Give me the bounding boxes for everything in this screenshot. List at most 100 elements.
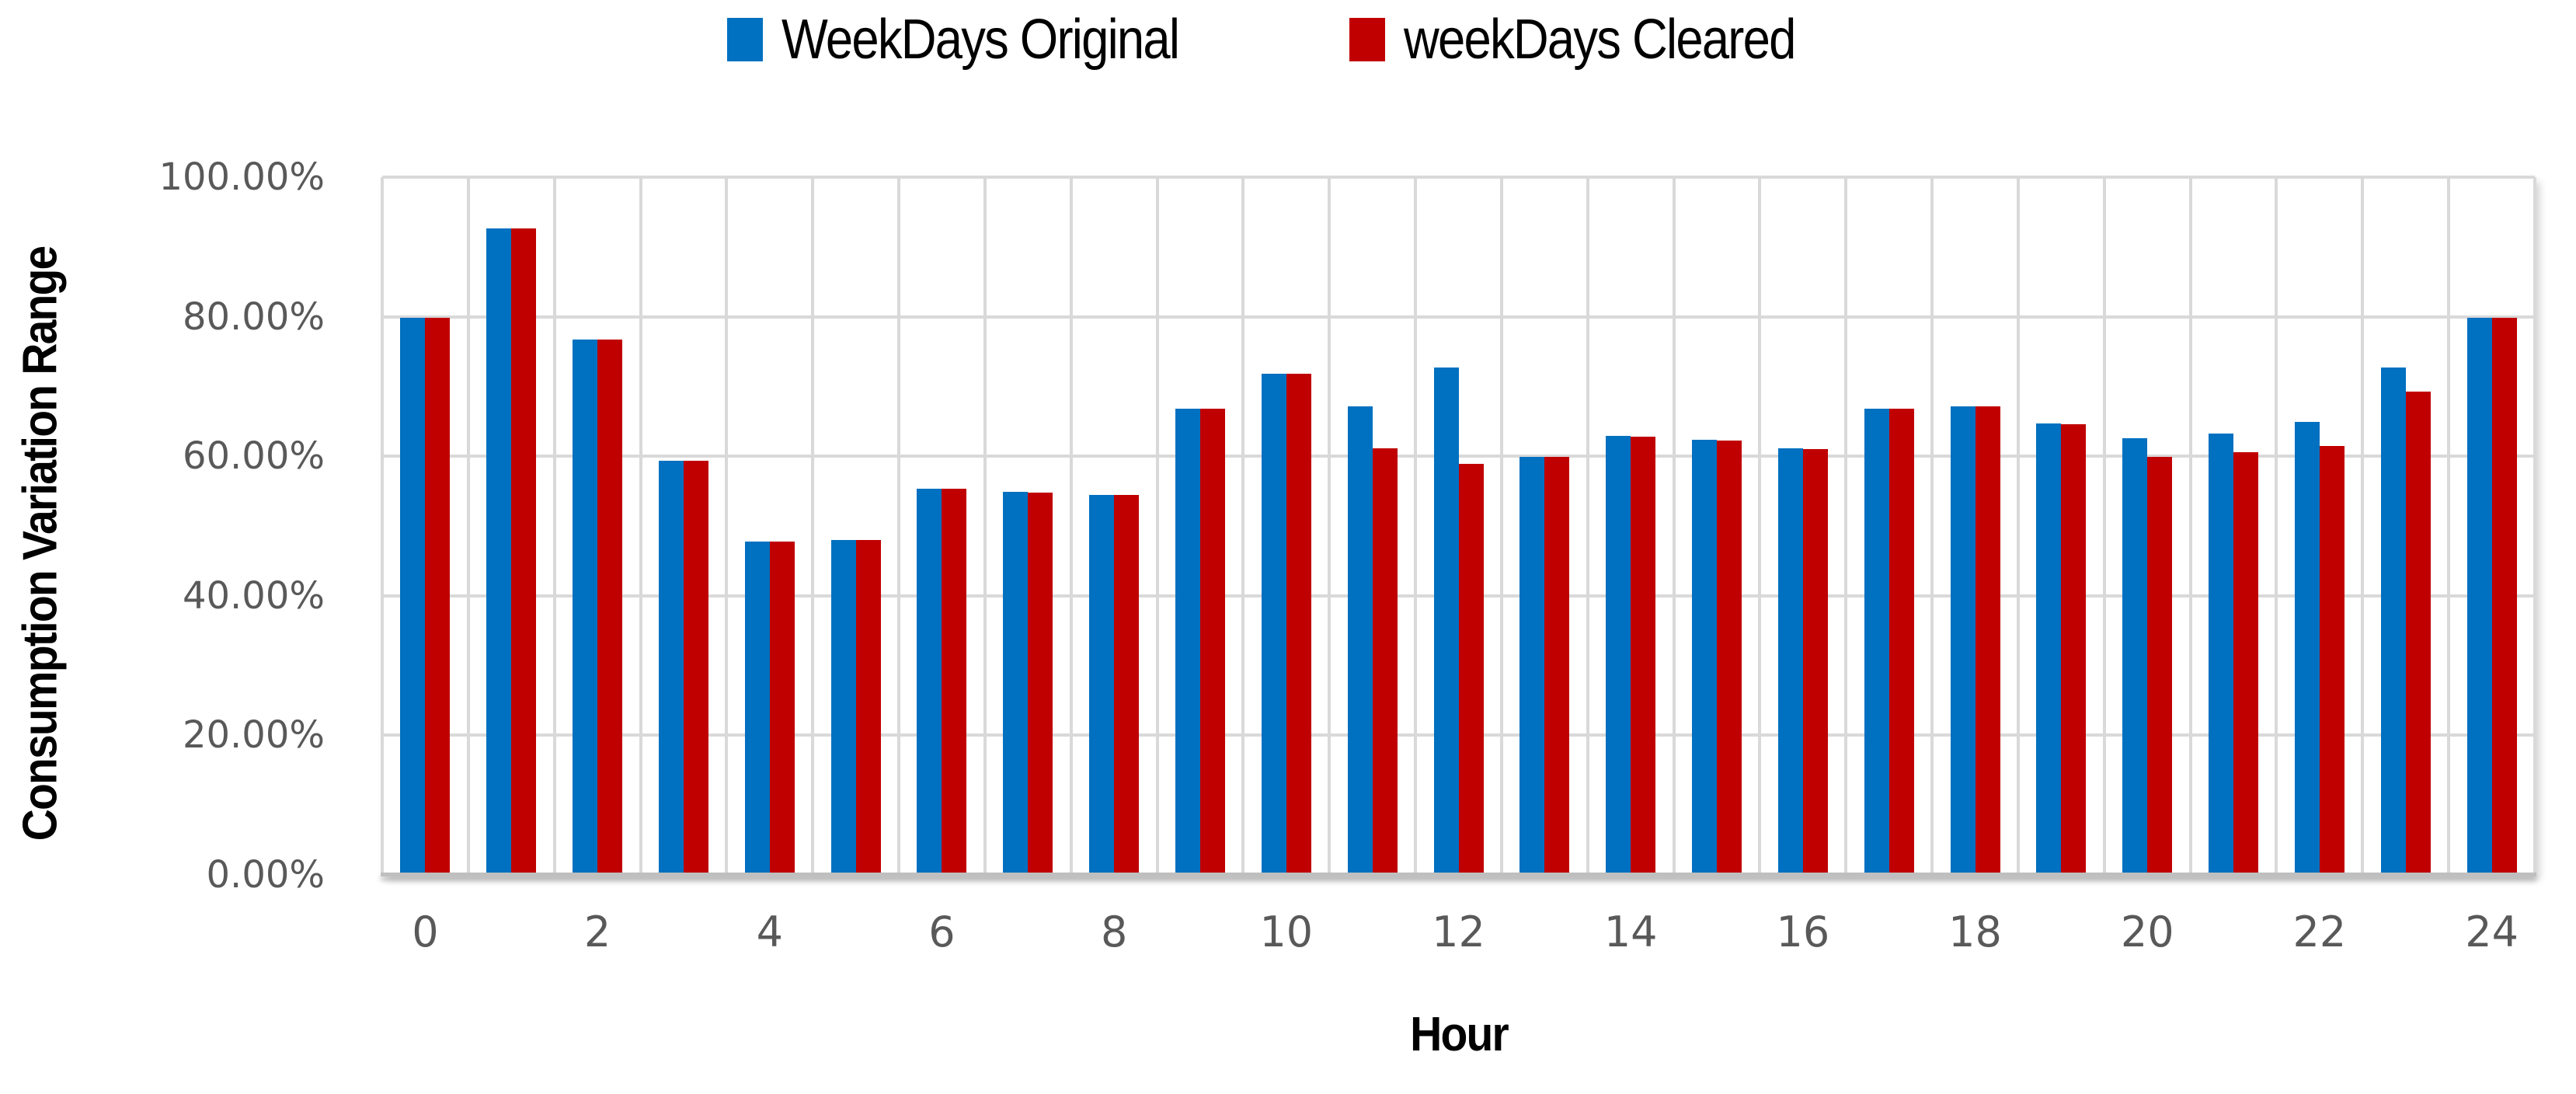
bar-weekdays-original-hour-3 [658,460,684,875]
gridline-vertical-12 [1414,177,1418,875]
bar-weekdays-original-hour-4 [744,541,770,875]
gridline-horizontal-100 [382,176,2535,179]
bar-weekdays-cleared-hour-23 [2405,391,2431,875]
bar-weekdays-original-hour-18 [1950,406,1976,875]
bar-weekdays-cleared-hour-16 [1802,449,1828,875]
bar-weekdays-original-hour-0 [400,318,426,875]
legend-swatch-weekdays-cleared [1349,18,1386,61]
gridline-vertical-11 [1328,177,1332,875]
bar-weekdays-cleared-hour-8 [1114,494,1140,875]
bar-weekdays-cleared-hour-18 [1975,406,2000,875]
bar-weekdays-original-hour-12 [1433,368,1459,875]
legend-label-weekdays-cleared: weekDays Cleared [1404,9,1796,71]
bar-weekdays-original-hour-22 [2294,422,2320,875]
x-tick-label-0: 0 [412,908,439,956]
x-tick-label-16: 16 [1776,908,1830,956]
bar-weekdays-original-hour-23 [2380,368,2406,875]
y-tick-label-100.00%: 100.00% [158,155,325,199]
y-tick-label-0.00%: 0.00% [206,853,325,897]
gridline-vertical-2 [552,177,556,875]
y-tick-label-60.00%: 60.00% [182,434,325,479]
x-axis-title: Hour [1410,1008,1509,1061]
x-tick-label-8: 8 [1100,908,1128,956]
gridline-vertical-17 [1844,177,1848,875]
gridline-vertical-16 [1758,177,1762,875]
gridline-vertical-20 [2102,177,2106,875]
x-axis-tick-labels: 0 2 4 6 8 10 12 14 16 18 20 22 24 [382,908,2535,970]
bar-weekdays-original-hour-10 [1261,374,1286,875]
bar-weekdays-original-hour-11 [1347,406,1373,875]
bar-weekdays-original-hour-17 [1864,409,1889,875]
bar-weekdays-cleared-hour-15 [1717,441,1742,875]
bar-weekdays-cleared-hour-4 [769,541,795,875]
gridline-vertical-23 [2361,177,2365,875]
bar-weekdays-original-hour-6 [917,488,942,875]
gridline-vertical-24 [2447,177,2451,875]
gridline-vertical-3 [639,177,642,875]
y-tick-label-80.00%: 80.00% [182,294,325,339]
gridline-horizontal-80 [382,315,2535,319]
gridline-vertical-22 [2275,177,2278,875]
bar-weekdays-original-hour-9 [1175,409,1200,875]
bar-weekdays-original-hour-7 [1003,492,1029,875]
bar-weekdays-cleared-hour-3 [683,460,708,875]
gridline-vertical-25 [2533,177,2536,875]
legend-label-weekdays-original: WeekDays Original [782,9,1180,71]
bar-weekdays-cleared-hour-1 [511,228,537,875]
legend-item-weekdays-cleared: weekDays Cleared [1349,8,1848,71]
gridline-vertical-21 [2188,177,2192,875]
bar-weekdays-cleared-hour-5 [855,539,881,875]
x-axis-line [381,873,2536,876]
bar-weekdays-cleared-hour-7 [1028,492,1053,875]
legend-swatch-weekdays-original [727,18,764,61]
bar-weekdays-original-hour-16 [1777,448,1803,875]
gridline-vertical-9 [1155,177,1159,875]
gridline-vertical-10 [1241,177,1245,875]
x-tick-label-14: 14 [1603,908,1658,956]
bar-weekdays-cleared-hour-21 [2233,451,2259,875]
x-tick-label-6: 6 [928,908,956,956]
bar-weekdays-original-hour-19 [2036,423,2062,875]
gridline-vertical-8 [1069,177,1073,875]
gridline-vertical-6 [897,177,901,875]
gridline-vertical-19 [2016,177,2020,875]
bar-weekdays-cleared-hour-12 [1458,464,1484,875]
bar-weekdays-cleared-hour-10 [1286,374,1311,875]
bar-weekdays-cleared-hour-22 [2319,445,2345,875]
plot-area [381,176,2536,876]
bar-weekdays-cleared-hour-24 [2491,318,2517,875]
x-tick-label-2: 2 [583,908,611,956]
gridline-vertical-13 [1499,177,1503,875]
bar-weekdays-original-hour-14 [1606,436,1631,875]
gridline-vertical-15 [1672,177,1676,875]
bar-weekdays-cleared-hour-14 [1631,437,1656,875]
gridline-vertical-7 [983,177,987,875]
bar-weekdays-original-hour-1 [486,228,512,875]
gridline-vertical-5 [811,177,815,875]
x-tick-label-20: 20 [2120,908,2174,956]
legend-item-weekdays-original: WeekDays Original [727,8,1233,71]
y-tick-label-40.00%: 40.00% [182,573,325,618]
bar-weekdays-cleared-hour-13 [1544,457,1570,875]
gridline-vertical-0 [381,177,384,875]
bar-weekdays-cleared-hour-11 [1372,448,1398,875]
gridline-vertical-1 [466,177,470,875]
bar-weekdays-original-hour-24 [2466,318,2492,875]
x-tick-label-24: 24 [2465,908,2519,956]
bar-weekdays-original-hour-2 [573,340,598,875]
gridline-vertical-4 [725,177,729,875]
x-tick-label-22: 22 [2292,908,2347,956]
bar-weekdays-original-hour-13 [1519,457,1545,875]
bar-weekdays-original-hour-20 [2122,437,2148,875]
bar-weekdays-cleared-hour-19 [2061,423,2087,875]
y-tick-label-20.00%: 20.00% [182,713,325,758]
y-axis-tick-labels: 0.00% 20.00% 40.00% 60.00% 80.00% 100.00% [0,155,325,897]
bar-weekdays-original-hour-15 [1692,439,1718,875]
gridline-vertical-14 [1586,177,1589,875]
bar-weekdays-cleared-hour-17 [1888,409,1914,875]
bar-weekdays-cleared-hour-20 [2147,457,2173,875]
x-tick-label-4: 4 [756,908,783,956]
legend: WeekDays Original weekDays Cleared [0,8,2576,71]
x-tick-label-10: 10 [1259,908,1314,956]
